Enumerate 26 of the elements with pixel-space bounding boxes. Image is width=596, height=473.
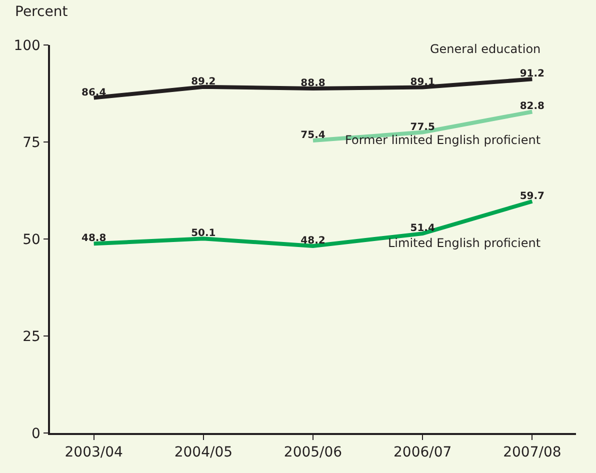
x-tick-label: 2007/08 [503,444,562,461]
y-tick-label: 75 [22,134,40,151]
x-tick-label: 2003/04 [64,444,123,461]
data-label: 86.4 [81,87,106,98]
series-label: Former limited English proficient [345,133,541,147]
data-label: 51.4 [410,223,435,234]
data-label: 59.7 [520,190,545,202]
x-tick-label: 2004/05 [174,444,233,461]
y-tick-label: 100 [14,38,40,54]
data-label: 91.2 [520,68,545,80]
data-label: 48.8 [81,233,106,244]
data-label: 50.1 [191,228,216,240]
y-tick-label: 50 [22,232,40,248]
x-tick-label: 2005/06 [284,444,342,461]
data-label: 77.5 [410,122,435,133]
text: General education [430,42,541,56]
y-axis-title: Percent [15,4,68,20]
data-label: 89.2 [191,76,216,88]
data-label: 88.8 [300,78,326,89]
data-label: 82.8 [520,101,545,112]
y-tick-label: 0 [32,426,40,442]
data-label: 75.4 [300,130,326,141]
series-label: Limited English proficient [388,236,541,250]
data-label: 89.1 [410,76,435,88]
x-tick-label: 2006/07 [393,444,452,461]
y-tick-label: 25 [22,328,40,345]
